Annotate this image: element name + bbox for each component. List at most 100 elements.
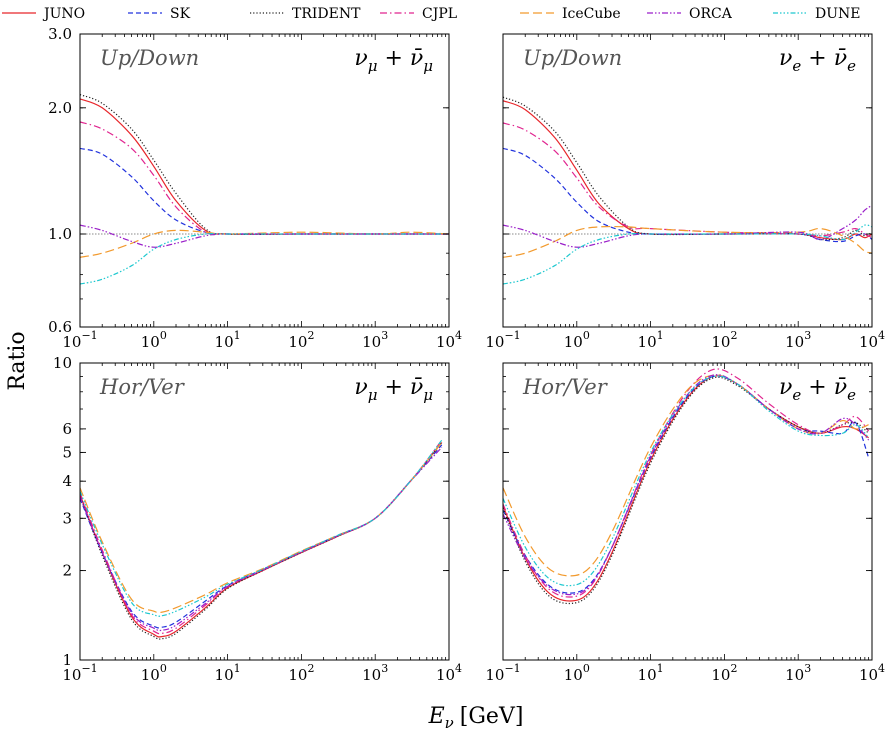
x-axis-label-sub: ν — [445, 714, 454, 732]
series-line-orca — [80, 446, 443, 632]
series-line-icecube — [80, 229, 449, 258]
series-line-cjpl — [503, 368, 870, 598]
legend-item-sk: SK — [128, 6, 191, 22]
x-tick-label: 102 — [711, 329, 737, 351]
series-line-juno — [80, 442, 443, 638]
plot-frame — [79, 362, 450, 661]
legend-item-dune: DUNE — [773, 6, 861, 22]
series-line-sk — [80, 444, 443, 629]
panel-top-right: 10−1 100 101 102 103 104 Up/Down νe + ν̄e — [485, 33, 885, 351]
series-line-cjpl — [80, 439, 443, 635]
x-tick-label: 101 — [638, 662, 664, 684]
x-tick-label: 103 — [362, 662, 388, 684]
legend-label: TRIDENT — [292, 6, 361, 22]
y-tick-label: 1 — [62, 651, 72, 669]
series-line-dune — [503, 375, 870, 587]
flavor-label: νe + ν̄e — [779, 375, 856, 404]
flavor-label: νμ + ν̄μ — [354, 375, 433, 404]
x-tick-label: 103 — [362, 329, 388, 351]
y-tick-label: 10 — [53, 354, 72, 372]
x-tick-label: 10−1 — [485, 662, 520, 684]
x-tick-label: 100 — [141, 662, 167, 684]
legend-item-trident: TRIDENT — [250, 6, 361, 22]
x-tick-label: 104 — [436, 662, 462, 684]
series-line-sk — [503, 375, 870, 594]
y-tick-label: 0.6 — [48, 318, 72, 336]
panel-tag: Up/Down — [523, 46, 622, 70]
legend-label: DUNE — [815, 6, 861, 22]
plot-frame — [502, 362, 873, 661]
panel-top-left: 10−1 100 101 102 103 104 0.6 1.0 2.0 3.0 Up/Down νμ… — [48, 25, 462, 351]
series-line-trident — [80, 442, 443, 640]
flavor-label: νμ + ν̄μ — [354, 46, 433, 75]
y-tick-label: 1.0 — [48, 225, 72, 243]
legend-item-juno: JUNO — [2, 6, 85, 22]
series-line-orca — [503, 374, 870, 596]
x-axis-label: Eν [GeV] — [428, 704, 524, 732]
x-tick-label: 101 — [638, 329, 664, 351]
series-line-trident — [503, 376, 870, 605]
y-tick-label: 6 — [62, 420, 72, 438]
series-line-cjpl — [503, 122, 872, 239]
panel-tag: Hor/Ver — [99, 375, 186, 399]
legend-item-icecube: IceCube — [520, 6, 621, 22]
x-tick-label: 104 — [859, 662, 885, 684]
series-line-orca — [503, 204, 872, 248]
x-tick-label: 101 — [215, 329, 241, 351]
legend-label: CJPL — [422, 6, 457, 22]
series-line-juno — [80, 98, 449, 235]
series-line-sk — [80, 147, 449, 235]
series-line-dune — [80, 233, 449, 285]
y-tick-label: 2 — [62, 562, 72, 580]
legend-label: JUNO — [42, 6, 85, 22]
panel-bottom-right: 10−1 100 101 102 103 104 Hor/Ver νe + ν̄e — [485, 362, 885, 684]
legend-item-cjpl: CJPL — [380, 6, 457, 22]
series-line-icecube — [503, 225, 872, 258]
series-line-icecube — [80, 442, 443, 614]
series-line-dune — [80, 439, 443, 617]
x-tick-label: 104 — [436, 329, 462, 351]
panel-bottom-left: 10−1 100 101 102 103 104 1 2 3 4 5 6 10 Hor/Ver νμ + ν… — [53, 354, 462, 684]
x-axis-label-unit: [GeV] — [460, 704, 524, 729]
series-line-juno — [503, 100, 872, 241]
series-line-trident — [80, 94, 449, 235]
series-line-dune — [503, 224, 872, 285]
x-tick-label: 104 — [859, 329, 885, 351]
legend-item-orca: ORCA — [647, 6, 733, 22]
panel-tag: Up/Down — [100, 46, 199, 70]
x-tick-label: 103 — [785, 329, 811, 351]
panel-tag: Hor/Ver — [522, 375, 609, 399]
x-tick-label: 10−1 — [62, 329, 97, 351]
y-tick-label: 3 — [62, 509, 72, 527]
x-tick-label: 103 — [785, 662, 811, 684]
series-line-orca — [80, 224, 449, 248]
series-line-sk — [503, 147, 872, 243]
x-tick-label: 100 — [564, 662, 590, 684]
y-tick-label: 5 — [62, 443, 72, 461]
x-tick-label: 102 — [711, 662, 737, 684]
series-line-trident — [503, 96, 872, 241]
x-tick-label: 102 — [288, 662, 314, 684]
x-tick-label: 100 — [564, 329, 590, 351]
x-tick-label: 101 — [215, 662, 241, 684]
y-tick-label: 2.0 — [48, 99, 72, 117]
y-tick-label: 4 — [62, 472, 72, 490]
y-tick-label: 3.0 — [48, 25, 72, 43]
x-tick-label: 10−1 — [62, 662, 97, 684]
y-axis-label: Ratio — [5, 331, 30, 390]
x-tick-label: 100 — [141, 329, 167, 351]
legend-label: SK — [170, 6, 191, 22]
legend: JUNO SK TRIDENT CJPL IceCube ORCA DUNE — [2, 6, 861, 22]
plot-frame — [502, 33, 873, 328]
series-line-icecube — [503, 374, 869, 577]
legend-label: ORCA — [689, 6, 733, 22]
x-tick-label: 10−1 — [485, 329, 520, 351]
flavor-label: νe + ν̄e — [779, 46, 856, 75]
legend-label: IceCube — [562, 6, 621, 22]
plot-frame — [79, 33, 450, 328]
x-tick-label: 102 — [288, 329, 314, 351]
series-line-juno — [503, 375, 869, 602]
x-axis-label-main: E — [428, 704, 445, 729]
